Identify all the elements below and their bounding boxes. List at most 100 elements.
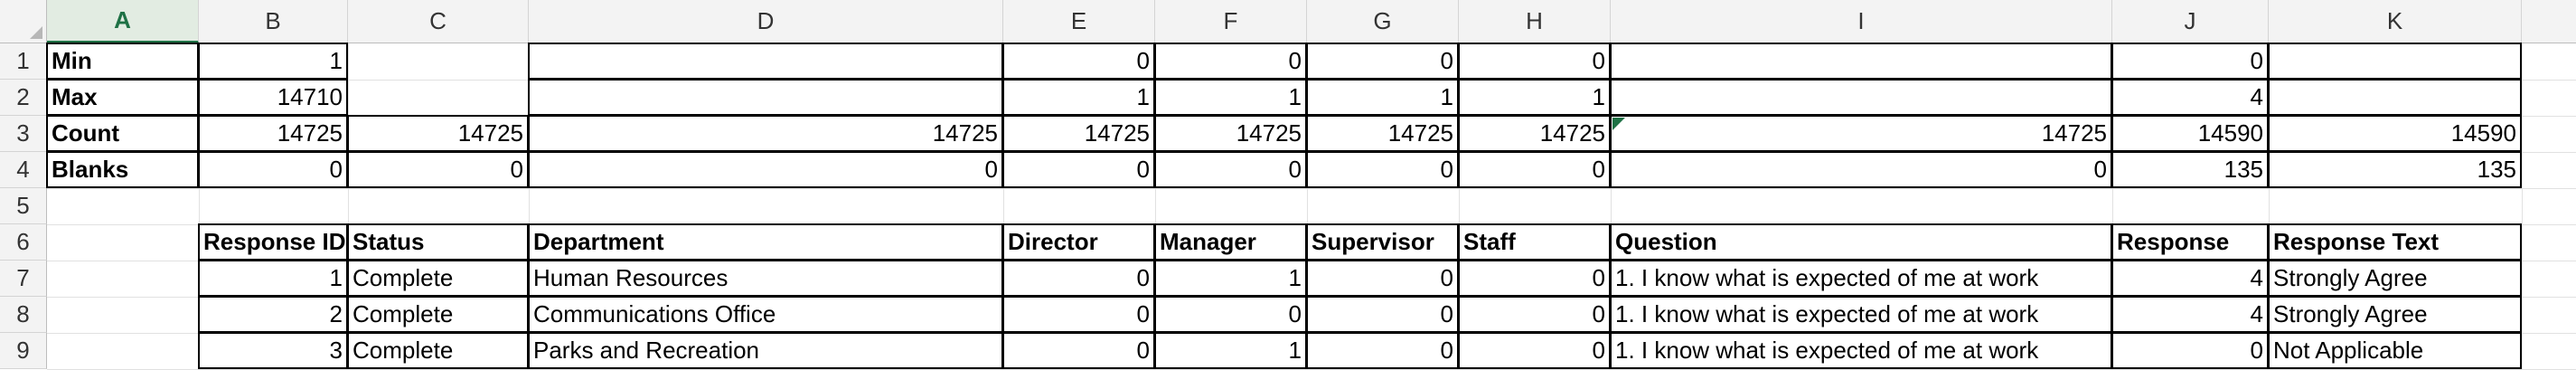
row-header-4[interactable]: 4 (0, 152, 47, 188)
summary-label-cell[interactable]: Min (46, 43, 199, 80)
summary-label-cell[interactable]: Max (46, 79, 199, 116)
table-header-cell[interactable]: Response (2111, 223, 2269, 261)
table-data-cell[interactable]: Complete (347, 296, 529, 333)
summary-value-cell[interactable]: 14725 (347, 115, 529, 152)
summary-value-cell[interactable]: 1 (1154, 79, 1307, 116)
summary-value-cell[interactable]: 14725 (198, 115, 348, 152)
row-header-9[interactable]: 9 (0, 333, 47, 369)
row-header-2[interactable]: 2 (0, 80, 47, 116)
table-data-cell[interactable]: Strongly Agree (2268, 260, 2522, 297)
column-header-k[interactable]: K (2269, 0, 2522, 43)
column-header-h[interactable]: H (1459, 0, 1611, 43)
summary-value-cell[interactable]: 1 (1458, 79, 1611, 116)
table-data-cell[interactable]: 0 (1458, 260, 1611, 297)
summary-value-cell[interactable] (348, 80, 529, 116)
table-data-cell[interactable]: 1. I know what is expected of me at work (1610, 260, 2112, 297)
summary-value-cell[interactable]: 14725 (1154, 115, 1307, 152)
row-header-1[interactable]: 1 (0, 43, 47, 80)
table-data-cell[interactable]: 0 (1002, 260, 1155, 297)
column-header-e[interactable]: E (1003, 0, 1155, 43)
table-data-cell[interactable]: 0 (1306, 260, 1459, 297)
summary-value-cell[interactable]: 0 (1306, 43, 1459, 80)
table-data-cell[interactable]: Complete (347, 332, 529, 369)
table-header-cell[interactable]: Status (347, 223, 529, 261)
summary-value-cell[interactable]: 0 (2111, 43, 2269, 80)
summary-value-cell[interactable]: 0 (1154, 151, 1307, 188)
table-header-cell[interactable]: Question (1610, 223, 2112, 261)
column-header-d[interactable]: D (529, 0, 1003, 43)
summary-label-cell[interactable]: Count (46, 115, 199, 152)
table-data-cell[interactable]: 0 (1458, 332, 1611, 369)
summary-value-cell[interactable] (2268, 79, 2522, 116)
table-data-cell[interactable]: 1 (1154, 260, 1307, 297)
table-header-cell[interactable]: Staff (1458, 223, 1611, 261)
table-data-cell[interactable]: 0 (2111, 332, 2269, 369)
table-data-cell[interactable]: 0 (1154, 296, 1307, 333)
table-header-cell[interactable]: Manager (1154, 223, 1307, 261)
table-data-cell[interactable]: 0 (1002, 296, 1155, 333)
column-header-f[interactable]: F (1155, 0, 1307, 43)
summary-value-cell[interactable]: 14590 (2268, 115, 2522, 152)
summary-value-cell[interactable]: 1 (1002, 79, 1155, 116)
table-header-cell[interactable]: Department (528, 223, 1003, 261)
summary-value-cell[interactable]: 14590 (2111, 115, 2269, 152)
table-data-cell[interactable]: Complete (347, 260, 529, 297)
summary-value-cell[interactable]: 0 (1002, 43, 1155, 80)
column-header-j[interactable]: J (2112, 0, 2269, 43)
summary-value-cell[interactable]: 0 (1002, 151, 1155, 188)
summary-value-cell[interactable]: 14725 (528, 115, 1003, 152)
table-data-cell[interactable]: 0 (1306, 332, 1459, 369)
table-data-cell[interactable]: Strongly Agree (2268, 296, 2522, 333)
summary-value-cell[interactable]: 0 (198, 151, 348, 188)
row-header-5[interactable]: 5 (0, 188, 47, 224)
summary-value-cell[interactable]: 0 (1610, 151, 2112, 188)
table-data-cell[interactable]: 3 (198, 332, 348, 369)
summary-value-cell[interactable]: 14710 (198, 79, 348, 116)
summary-value-cell[interactable]: 14725 (1002, 115, 1155, 152)
table-data-cell[interactable]: 0 (1306, 296, 1459, 333)
column-header-i[interactable]: I (1611, 0, 2112, 43)
column-header-g[interactable]: G (1307, 0, 1459, 43)
table-data-cell[interactable]: 1 (1154, 332, 1307, 369)
summary-value-cell[interactable]: 1 (1306, 79, 1459, 116)
table-data-cell[interactable]: Communications Office (528, 296, 1003, 333)
summary-value-cell[interactable]: 14725 (1458, 115, 1611, 152)
select-all-button[interactable] (0, 0, 47, 43)
row-header-7[interactable]: 7 (0, 261, 47, 297)
summary-value-cell[interactable] (348, 43, 529, 80)
summary-value-cell[interactable]: 1 (198, 43, 348, 80)
table-data-cell[interactable]: 1. I know what is expected of me at work (1610, 296, 2112, 333)
summary-value-cell[interactable]: 0 (1154, 43, 1307, 80)
table-data-cell[interactable]: 4 (2111, 296, 2269, 333)
summary-value-cell[interactable] (2268, 43, 2522, 80)
table-data-cell[interactable]: Human Resources (528, 260, 1003, 297)
column-header-a[interactable]: A (47, 0, 199, 43)
summary-value-cell[interactable]: 14725 (1610, 115, 2112, 152)
table-header-cell[interactable]: Response ID (198, 223, 348, 261)
table-data-cell[interactable]: 4 (2111, 260, 2269, 297)
table-data-cell[interactable]: 0 (1458, 296, 1611, 333)
summary-value-cell[interactable]: 135 (2268, 151, 2522, 188)
summary-value-cell[interactable]: 0 (1458, 151, 1611, 188)
summary-value-cell[interactable]: 0 (347, 151, 529, 188)
table-header-cell[interactable]: Director (1002, 223, 1155, 261)
row-header-6[interactable]: 6 (0, 224, 47, 261)
summary-value-cell[interactable]: 0 (1306, 151, 1459, 188)
summary-value-cell[interactable]: 0 (1458, 43, 1611, 80)
summary-value-cell[interactable] (528, 43, 1003, 80)
table-data-cell[interactable]: 1. I know what is expected of me at work (1610, 332, 2112, 369)
table-data-cell[interactable]: 1 (198, 260, 348, 297)
table-data-cell[interactable]: Parks and Recreation (528, 332, 1003, 369)
summary-value-cell[interactable]: 4 (2111, 79, 2269, 116)
summary-value-cell[interactable]: 135 (2111, 151, 2269, 188)
column-header-b[interactable]: B (199, 0, 348, 43)
column-header-c[interactable]: C (348, 0, 529, 43)
table-data-cell[interactable]: Not Applicable (2268, 332, 2522, 369)
table-data-cell[interactable]: 2 (198, 296, 348, 333)
summary-value-cell[interactable]: 0 (528, 151, 1003, 188)
row-header-8[interactable]: 8 (0, 297, 47, 333)
table-header-cell[interactable]: Supervisor (1306, 223, 1459, 261)
row-header-3[interactable]: 3 (0, 116, 47, 152)
summary-value-cell[interactable] (528, 79, 1003, 116)
